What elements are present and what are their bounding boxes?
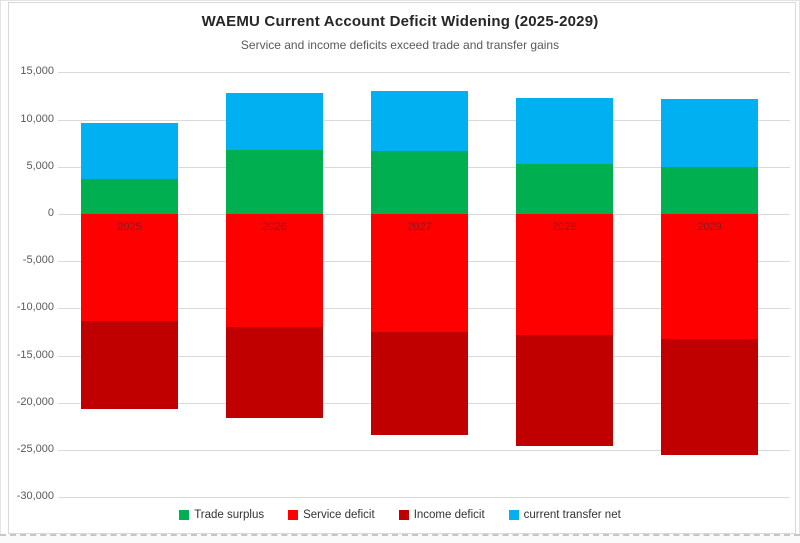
legend-item: current transfer net	[508, 509, 621, 521]
bar-segment	[516, 214, 613, 335]
bar-segment	[226, 327, 323, 418]
bar-segment	[661, 98, 758, 167]
y-axis-tick-label: -15,000	[16, 349, 54, 361]
bar-segment	[661, 214, 758, 339]
legend-label: current transfer net	[523, 509, 621, 521]
chart-subtitle: Service and income deficits exceed trade…	[240, 38, 560, 52]
bar-segment	[516, 334, 613, 447]
bar-segment	[81, 179, 178, 214]
x-axis-category-label: 2026	[262, 221, 287, 233]
x-axis-category-label: 2028	[552, 221, 577, 233]
bar-segment	[226, 149, 323, 214]
y-axis-tick-label: -5,000	[22, 254, 54, 266]
chart-legend: Trade surplus Service deficit Income defic…	[0, 509, 800, 521]
bar-segment	[226, 214, 323, 328]
legend-item: Trade surplus	[179, 509, 264, 521]
bar-segment	[81, 320, 178, 410]
bar-segment	[516, 164, 613, 214]
legend-swatch-icon	[288, 510, 299, 520]
bar-segment	[371, 91, 468, 151]
legend-label: Service deficit	[303, 509, 375, 521]
bar-segment	[516, 97, 613, 164]
y-axis-tick-label: -25,000	[16, 443, 54, 455]
legend-label: Income deficit	[413, 509, 485, 521]
y-axis-tick-label: 10,000	[20, 113, 54, 125]
legend-swatch-icon	[508, 510, 519, 520]
legend-swatch-icon	[398, 510, 409, 520]
gridline	[58, 497, 790, 498]
y-axis-tick-label: -20,000	[16, 396, 54, 408]
legend-item: Income deficit	[398, 509, 485, 521]
bar-segment	[371, 150, 468, 214]
legend-item: Service deficit	[288, 509, 375, 521]
chart-title: WAEMU Current Account Deficit Widening (…	[201, 13, 599, 30]
x-axis-category-label: 2025	[117, 221, 142, 233]
bar-segment	[81, 214, 178, 321]
y-axis-tick-label: 5,000	[26, 160, 54, 172]
bar-segment	[371, 214, 468, 332]
y-axis-tick-label: 15,000	[20, 65, 54, 77]
bar-segment	[81, 123, 178, 180]
gridline	[58, 72, 790, 73]
y-axis-tick-label: -30,000	[16, 490, 54, 502]
x-axis-category-label: 2027	[407, 221, 432, 233]
bar-segment	[371, 332, 468, 435]
bar-segment	[226, 93, 323, 150]
y-axis-tick-label: -10,000	[16, 301, 54, 313]
bar-segment	[661, 166, 758, 214]
bar-segment	[661, 338, 758, 455]
bottom-edge-strip	[0, 534, 800, 543]
legend-swatch-icon	[179, 510, 190, 520]
gridline	[58, 450, 790, 451]
y-axis-tick-label: 0	[47, 207, 54, 219]
legend-label: Trade surplus	[194, 509, 265, 521]
x-axis-category-label: 2029	[697, 221, 722, 233]
